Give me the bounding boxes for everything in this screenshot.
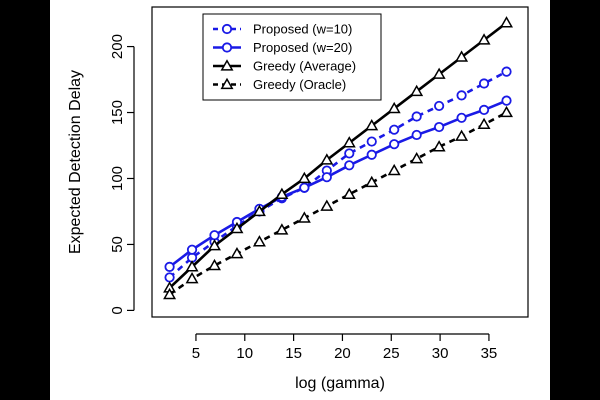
data-point [365,119,379,131]
data-point [432,67,446,79]
data-point [186,244,198,255]
data-point [320,153,334,165]
data-point [455,129,469,141]
legend-item: Greedy (Average) [213,59,356,74]
data-point [320,199,334,211]
data-point [185,272,199,284]
x-tick-label: 20 [334,345,351,362]
series-3 [163,16,514,293]
data-point [299,182,310,193]
line-chart: 5 10 15 20 25 30 35 0 50 100 150 200 Proposed (w=10… [67,6,529,392]
x-axis-title: log (gamma) [295,375,385,392]
data-point [252,204,266,217]
data-point [389,139,400,150]
data-point [455,50,469,62]
data-point [208,239,221,251]
data-point [321,172,332,183]
data-point [500,16,514,28]
data-point [410,84,424,97]
x-tick-label: 35 [481,345,498,362]
plot-frame [151,6,529,318]
legend-swatch-marker [221,23,233,35]
x-tick-label: 30 [432,345,449,362]
data-point [434,121,445,133]
data-point [230,221,244,234]
data-point [501,66,512,77]
y-axis-title: Expected Detection Delay [67,70,84,254]
series-line [168,70,508,279]
data-point [297,171,311,184]
x-tick-label: 25 [383,345,400,362]
data-point [366,136,377,147]
data-point [163,287,177,300]
data-point [500,105,514,118]
data-point [344,160,355,171]
data-point [410,151,424,164]
data-point [185,260,199,272]
legend-item: Proposed (w=10) [213,22,352,37]
data-point [275,187,289,199]
data-point [478,104,490,115]
data-point [164,272,175,283]
data-point [477,117,491,130]
legend-item: Greedy (Oracle) [213,77,346,92]
data-point [275,223,289,235]
data-point [230,246,244,259]
data-point [297,211,311,223]
y-tick-label: 0 [109,306,126,314]
legend-label: Proposed (w=20) [253,40,352,55]
series-4 [163,105,514,300]
x-tick-label: 15 [285,345,302,362]
legend-label: Greedy (Oracle) [253,77,346,92]
data-point [477,33,491,45]
data-point [389,124,400,135]
data-point [456,112,467,123]
data-point [252,235,266,247]
series-line [168,111,508,296]
data-point [387,163,401,176]
legend-swatch-marker [220,77,234,90]
legend-label: Proposed (w=10) [253,22,352,37]
legend-item: Proposed (w=20) [213,40,352,55]
chart-canvas: 5 10 15 20 25 30 35 0 50 100 150 200 Proposed (w=10… [50,0,550,400]
data-point [411,129,422,141]
data-point [434,100,445,112]
y-tick-label: 100 [109,166,126,191]
data-point [478,78,490,89]
x-tick-label: 10 [236,345,253,362]
y-tick-label: 50 [109,236,126,253]
legend-swatch-marker [220,59,234,71]
data-point [387,101,401,114]
data-point [344,148,355,159]
series-line [168,99,508,268]
data-point [208,258,221,271]
data-point [432,140,446,152]
x-tick-label: 5 [192,345,200,362]
data-point [209,230,220,241]
data-point [366,149,377,160]
legend-swatch-marker [221,42,233,53]
legend-label: Greedy (Average) [253,59,356,74]
data-point [342,187,356,199]
data-point [164,261,175,272]
series-line [168,21,508,289]
y-tick-label: 200 [109,34,126,59]
data-point [342,136,356,148]
y-tick-label: 150 [109,100,126,125]
data-point [501,95,512,106]
data-point [365,175,379,188]
data-point [456,90,467,101]
data-point [411,111,422,122]
